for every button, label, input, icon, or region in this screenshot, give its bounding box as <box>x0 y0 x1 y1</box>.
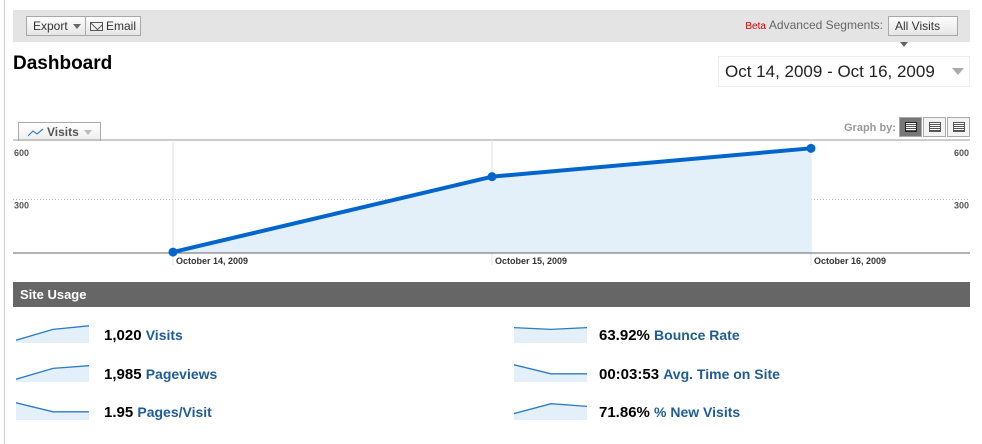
chevron-down-icon <box>83 130 92 136</box>
data-point <box>487 172 497 182</box>
graph-by-label: Graph by: <box>844 122 896 134</box>
site-usage-header: Site Usage <box>13 282 970 307</box>
sparkline <box>514 403 588 420</box>
y-tick-label: 300 <box>954 201 969 211</box>
metric-link[interactable]: % New Visits <box>654 404 741 420</box>
metric-value: 1,985 <box>104 365 142 383</box>
graph-by-day-button[interactable] <box>899 117 922 137</box>
left-border <box>4 0 5 444</box>
metric-avg-time-on-site: 00:03:53 Avg. Time on Site <box>514 362 974 386</box>
metric-link[interactable]: Pages/Visit <box>137 404 212 420</box>
metric-value: 1,020 <box>104 327 142 344</box>
x-tick-label: October 16, 2009 <box>814 256 886 266</box>
advanced-segments: Beta Advanced Segments: <box>745 18 883 32</box>
data-point <box>168 247 178 257</box>
x-tick-label: October 15, 2009 <box>495 256 567 266</box>
segments-label: Advanced Segments: <box>768 18 883 32</box>
metric-pageviews: 1,985 Pageviews <box>16 362 476 386</box>
envelope-icon <box>90 22 103 31</box>
toolbar: Export Email Beta Advanced Segments: All … <box>13 10 970 48</box>
segment-select[interactable]: All Visits <box>888 16 958 48</box>
sparkline <box>514 363 587 382</box>
y-tick-label: 300 <box>14 201 29 211</box>
date-range-text: Oct 14, 2009 - Oct 16, 2009 <box>725 62 935 81</box>
list-icon <box>929 122 941 132</box>
metric-link[interactable]: Avg. Time on Site <box>663 365 780 382</box>
sparkline <box>514 326 588 343</box>
chevron-down-icon <box>72 24 81 30</box>
beta-badge: Beta <box>745 21 766 32</box>
y-tick-label: 600 <box>14 148 29 158</box>
area-fill <box>173 148 811 253</box>
segment-value: All Visits <box>895 19 941 33</box>
export-label: Export <box>33 19 68 33</box>
graph-by-week-button[interactable] <box>923 117 946 137</box>
metric-visits: 1,020 Visits <box>16 323 476 347</box>
list-icon <box>905 122 917 132</box>
sparkline <box>16 402 89 420</box>
metric-value: 00:03:53 <box>599 365 660 383</box>
page-title: Dashboard <box>13 53 113 74</box>
metric-value: 1.95 <box>104 404 134 421</box>
metric-link[interactable]: Bounce Rate <box>654 327 740 343</box>
metric-new-visits: 71.86% % New Visits <box>514 400 974 424</box>
email-button[interactable]: Email <box>85 16 141 36</box>
y-tick-label: 600 <box>954 148 969 158</box>
chevron-down-icon <box>900 42 908 48</box>
metric-tab-label: Visits <box>47 125 79 139</box>
metric-link[interactable]: Visits <box>145 327 183 343</box>
graph-by-month-button[interactable] <box>947 117 970 137</box>
metric-bounce-rate: 63.92% Bounce Rate <box>514 323 974 347</box>
email-label: Email <box>106 19 137 33</box>
sparkline <box>16 364 90 382</box>
metric-link[interactable]: Pageviews <box>145 365 218 382</box>
x-tick-label: October 14, 2009 <box>176 256 248 266</box>
metric-value: 63.92% <box>599 327 650 344</box>
list-icon <box>953 122 965 132</box>
metric-value: 71.86% <box>599 404 650 421</box>
metric-tab-visits[interactable]: Visits <box>18 122 101 141</box>
sparkline <box>16 325 90 343</box>
data-point <box>806 143 816 153</box>
line-chart-icon <box>28 128 44 137</box>
date-range-picker[interactable]: Oct 14, 2009 - Oct 16, 2009 <box>718 56 970 87</box>
chevron-down-icon <box>952 68 964 75</box>
visits-chart: 300 300 600 600 October 14, 2009 October 15, … <box>13 139 970 266</box>
metric-pages-visit: 1.95 Pages/Visit <box>16 400 476 424</box>
export-button[interactable]: Export <box>26 16 93 36</box>
